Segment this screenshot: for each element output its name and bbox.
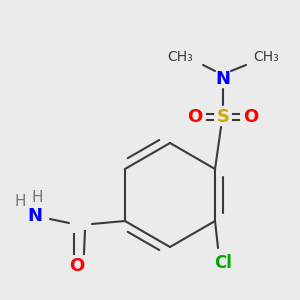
Text: H: H	[31, 190, 43, 206]
Text: O: O	[69, 257, 85, 275]
Text: CH₃: CH₃	[167, 50, 193, 64]
Text: N: N	[28, 207, 43, 225]
Text: N: N	[215, 70, 230, 88]
Text: O: O	[243, 108, 259, 126]
Text: CH₃: CH₃	[253, 50, 279, 64]
Text: Cl: Cl	[214, 254, 232, 272]
Text: H: H	[14, 194, 26, 208]
Text: O: O	[188, 108, 203, 126]
Text: S: S	[217, 108, 230, 126]
